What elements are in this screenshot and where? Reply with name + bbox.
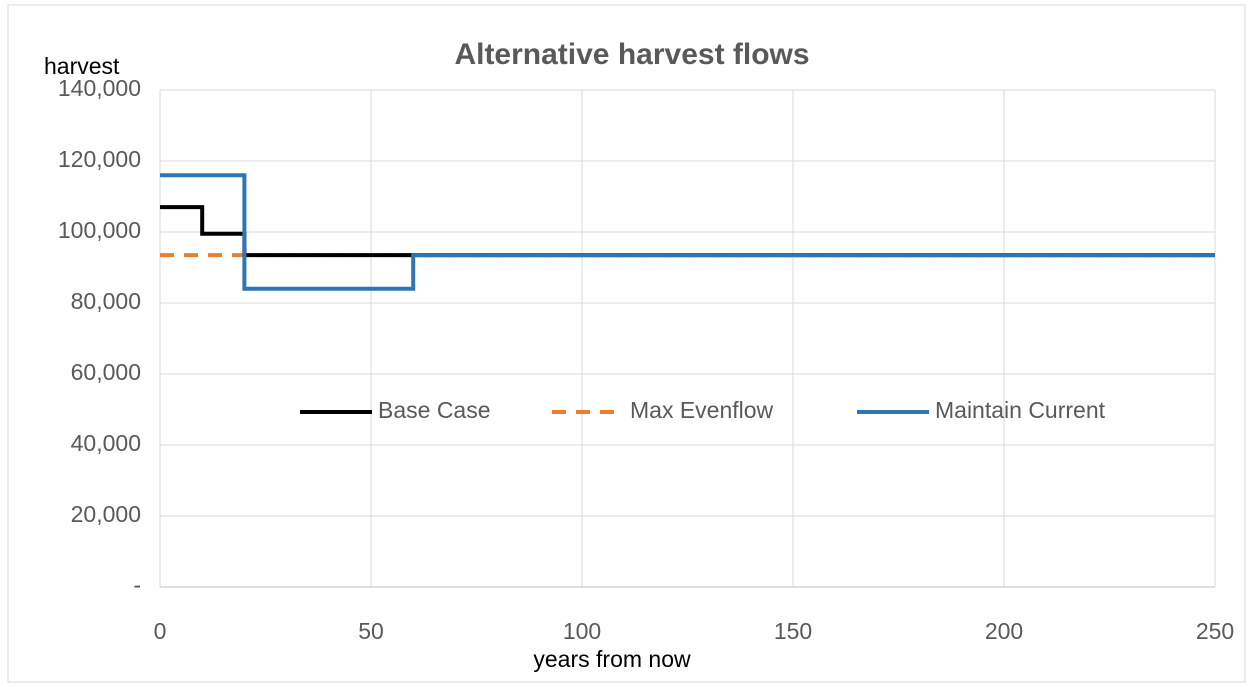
y-tick-label: - (133, 572, 141, 598)
chart-border (7, 4, 1246, 683)
legend-label: Maintain Current (935, 397, 1106, 423)
chart-title: Alternative harvest flows (454, 38, 809, 71)
y-tick-label: 140,000 (58, 75, 141, 101)
y-tick-label: 80,000 (71, 288, 141, 314)
x-axis-label: years from now (533, 646, 691, 672)
series-line (160, 205, 1215, 258)
y-tick-label: 100,000 (58, 217, 141, 243)
x-tick-label: 150 (774, 618, 812, 644)
y-tick-label: 20,000 (71, 501, 141, 527)
y-tick-label: 40,000 (71, 430, 141, 456)
legend-label: Max Evenflow (630, 397, 774, 423)
x-tick-label: 250 (1196, 618, 1234, 644)
y-tick-label: 120,000 (58, 146, 141, 172)
x-tick-label: 0 (154, 618, 167, 644)
x-tick-label: 200 (985, 618, 1023, 644)
y-axis-label: harvest (44, 53, 120, 79)
legend-label: Base Case (378, 397, 491, 423)
y-tick-label: 60,000 (71, 359, 141, 385)
x-tick-label: 100 (563, 618, 601, 644)
series-line (160, 173, 1215, 291)
x-tick-label: 50 (358, 618, 384, 644)
